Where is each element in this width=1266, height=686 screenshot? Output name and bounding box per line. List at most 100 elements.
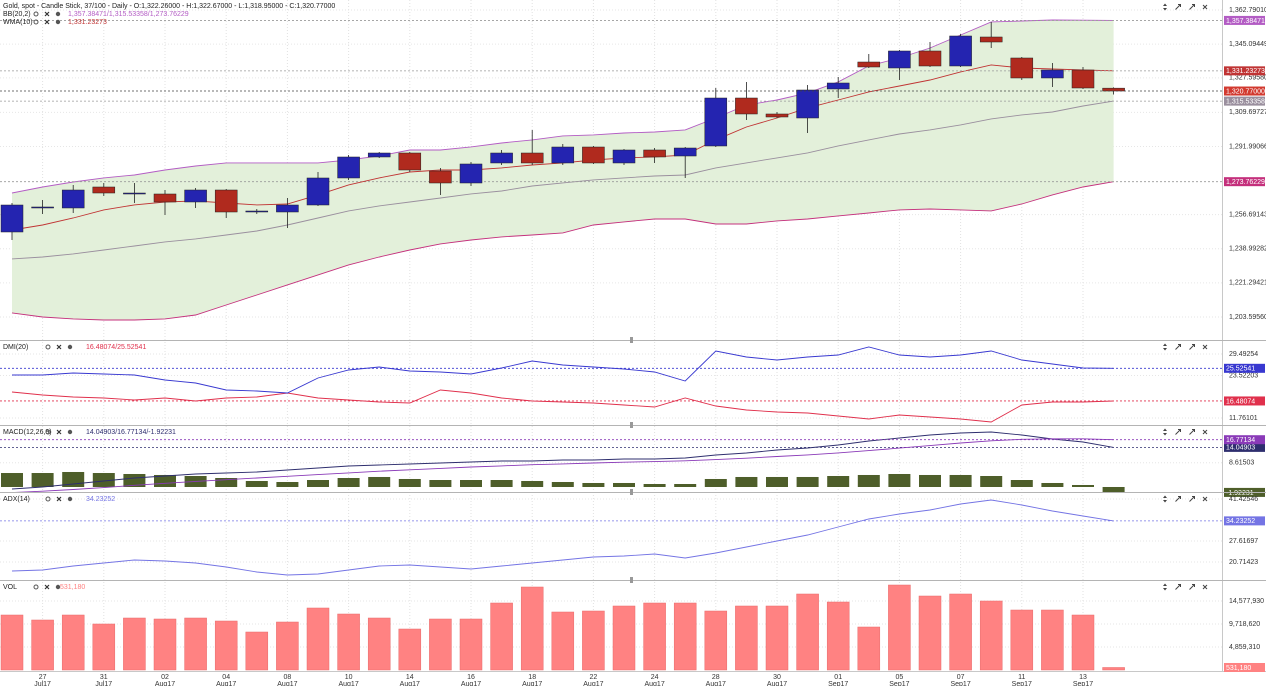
panel-tool-icon[interactable] [1175, 496, 1181, 502]
histogram-bar [613, 482, 635, 487]
y-tick-label: 23.52203 [1229, 372, 1258, 379]
panel-move-icon[interactable] [1163, 495, 1167, 503]
volume-bar [551, 611, 575, 671]
legend-icon-remove[interactable] [44, 584, 50, 590]
legend-icon-visibility[interactable] [33, 19, 39, 25]
panel-tool-icon[interactable] [1202, 584, 1208, 590]
x-tick-label: 30 [773, 674, 781, 681]
y-tick-label: 27.61697 [1229, 538, 1258, 545]
value-badge [1224, 516, 1265, 526]
panel-tool-icon[interactable] [1202, 4, 1208, 10]
histogram-bar [1010, 480, 1033, 487]
volume-bar [826, 601, 850, 671]
value-badge [1224, 96, 1265, 106]
candle-body [857, 61, 881, 68]
volume-bar [184, 617, 207, 671]
histogram-bar [1, 473, 23, 487]
panel-tool-icon[interactable] [1202, 429, 1208, 435]
panel-tool-icon[interactable] [1175, 429, 1181, 435]
candle-body [0, 204, 24, 233]
candle-body [796, 89, 819, 119]
x-tick-label: 11 [1018, 674, 1025, 681]
panel-title: MACD(12,26,9) [3, 429, 52, 436]
x-tick-label: 16 [467, 674, 475, 681]
legend-icon-remove[interactable] [44, 19, 50, 25]
histogram-bar [1102, 486, 1125, 493]
panel-tool-icon[interactable] [1189, 429, 1195, 435]
legend-icon-remove[interactable] [56, 344, 62, 350]
x-tick-month: Aug17 [767, 681, 787, 686]
panel-move-icon[interactable] [1163, 343, 1167, 351]
panel-tool-icon[interactable] [1175, 584, 1181, 590]
value-badge-label: 25.52541 [1226, 366, 1255, 373]
x-tick-label: 27 [39, 674, 47, 681]
candle-body [673, 147, 697, 157]
indicator-line [11, 438, 1114, 494]
legend-icon-remove[interactable] [56, 496, 62, 502]
panel-move-icon[interactable] [1163, 428, 1167, 436]
legend-icon-visibility[interactable] [33, 11, 39, 17]
value-badge [1224, 66, 1265, 76]
volume-bar [582, 610, 605, 671]
panel-move-icon[interactable] [1163, 583, 1167, 591]
candle-body [826, 82, 850, 90]
volume-bar [704, 610, 728, 671]
legend-name: BB(20,2) [3, 11, 31, 18]
volume-bar [888, 584, 911, 671]
legend-icon-visibility[interactable] [45, 344, 51, 350]
candle-body [1010, 57, 1034, 79]
panel-tool-icon[interactable] [1202, 344, 1208, 350]
y-tick-label: 8.61503 [1229, 460, 1254, 467]
x-tick-label: 05 [896, 674, 904, 681]
legend-icon-remove[interactable] [44, 11, 50, 17]
panel-tool-icon[interactable] [1189, 4, 1195, 10]
histogram-bar [490, 480, 513, 487]
x-tick-label: 07 [957, 674, 965, 681]
value-badge-label: 16.77134 [1226, 437, 1255, 444]
volume-bar [1102, 667, 1125, 671]
legend-icon-settings[interactable] [55, 584, 61, 590]
x-tick-month: Aug17 [277, 681, 297, 686]
x-tick-month: Aug17 [155, 681, 175, 686]
legend-icon-settings[interactable] [67, 344, 73, 350]
volume-bar [490, 602, 513, 671]
legend-icon-settings[interactable] [55, 19, 61, 25]
panel-tool-icon[interactable] [1189, 496, 1195, 502]
panel-tool-icon[interactable] [1189, 344, 1195, 350]
legend-icon-visibility[interactable] [45, 496, 51, 502]
pane-resize-handle[interactable] [630, 489, 633, 495]
value-badge [1224, 435, 1265, 445]
y-tick-label: 11.76101 [1229, 415, 1258, 422]
x-tick-month: Aug17 [522, 681, 542, 686]
panel-tool-icon[interactable] [1175, 344, 1181, 350]
band-line [11, 100, 1114, 260]
candle-body [337, 156, 360, 179]
value-badge-label: 1,315.53358 [1226, 98, 1265, 105]
candle-body [123, 192, 146, 195]
y-tick-label: 1,309.69727 [1229, 109, 1266, 116]
legend-icon-settings[interactable] [67, 429, 73, 435]
pane-resize-handle[interactable] [630, 337, 633, 343]
histogram-bar [398, 478, 421, 487]
x-tick-label: 18 [528, 674, 536, 681]
candle-body [1071, 69, 1095, 89]
legend-icon-remove[interactable] [56, 429, 62, 435]
x-tick-label: 08 [284, 674, 292, 681]
value-badge [1224, 662, 1265, 672]
legend-icon-settings[interactable] [55, 11, 61, 17]
legend-icon-visibility[interactable] [45, 429, 51, 435]
candle-body [245, 210, 269, 213]
volume-bar [0, 614, 24, 671]
candle-body [31, 206, 54, 209]
panel-move-icon[interactable] [1163, 3, 1167, 11]
legend-icon-visibility[interactable] [33, 584, 39, 590]
panel-tool-icon[interactable] [1189, 584, 1195, 590]
histogram-bar [582, 482, 605, 487]
pane-resize-handle[interactable] [630, 577, 633, 583]
legend-icon-settings[interactable] [67, 496, 73, 502]
panel-tool-icon[interactable] [1175, 4, 1181, 10]
pane-resize-handle[interactable] [630, 422, 633, 428]
panel-tool-icon[interactable] [1202, 496, 1208, 502]
x-tick-label: 14 [406, 674, 414, 681]
